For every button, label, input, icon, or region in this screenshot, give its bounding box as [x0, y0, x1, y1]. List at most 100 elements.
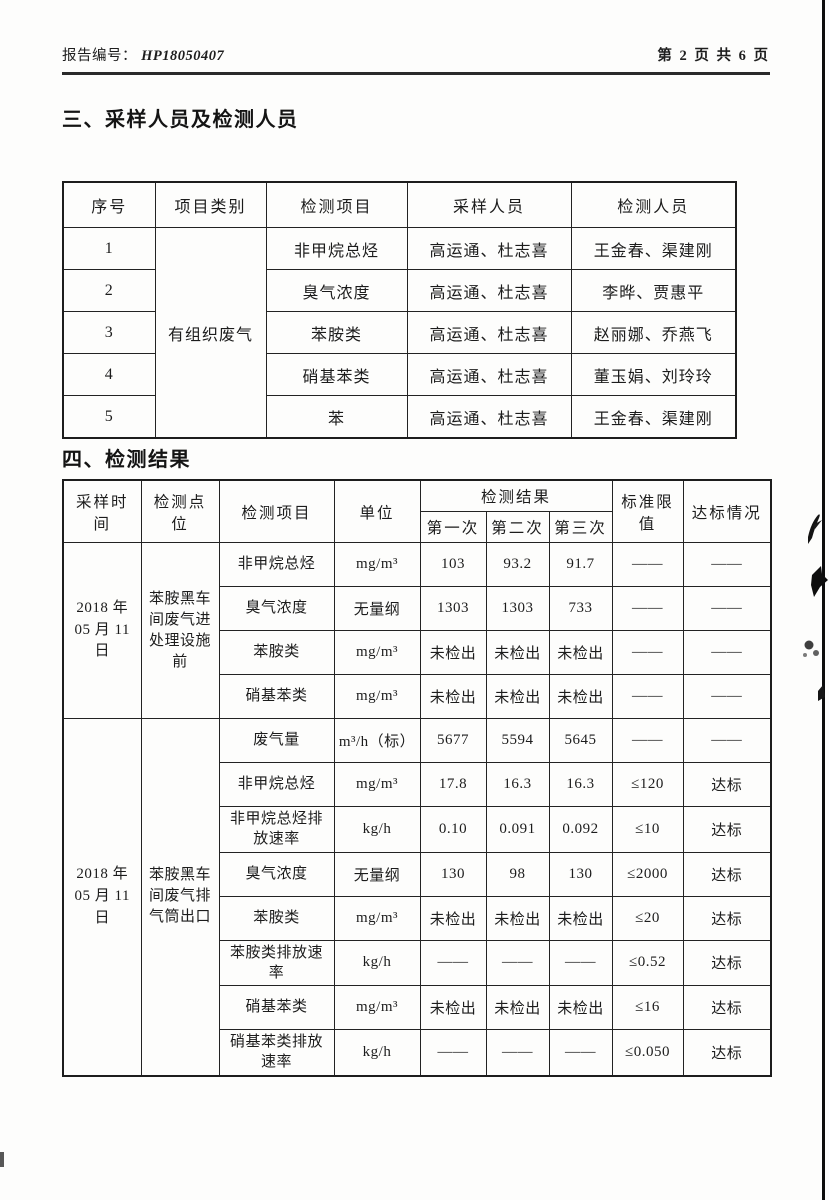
result1-cell: 5677	[419, 718, 487, 763]
testers-cell: 王金春、渠建刚	[570, 395, 737, 439]
personnel-table: 序号 项目类别 检测项目 采样人员 检测人员 1 有组织废气 非甲烷总烃 高运通…	[62, 181, 737, 439]
status-cell: ——	[682, 542, 772, 587]
result1-cell: 未检出	[419, 985, 487, 1030]
result1-cell: 103	[419, 542, 487, 587]
samplers-cell: 高运通、杜志喜	[406, 353, 572, 396]
item-cell: 硝基苯类	[265, 353, 408, 396]
item-cell: 臭气浓度	[218, 586, 335, 631]
col-header-category: 项目类别	[154, 181, 267, 228]
unit-cell: mg/m³	[333, 674, 421, 719]
unit-cell: 无量纲	[333, 586, 421, 631]
result2-cell: 93.2	[485, 542, 550, 587]
result3-cell: 未检出	[548, 895, 613, 941]
category-cell: 有组织废气	[154, 227, 267, 439]
status-cell: 达标	[682, 1029, 772, 1076]
result2-cell: 98	[485, 851, 550, 897]
report-number-label: 报告编号：	[62, 48, 137, 64]
limit-cell: ≤0.52	[611, 939, 684, 986]
result2-cell: 1303	[485, 586, 550, 631]
col-header-third: 第三次	[548, 511, 613, 543]
col-header-second: 第二次	[485, 511, 550, 543]
table-row: 4 硝基苯类 高运通、杜志喜 董玉娟、刘玲玲	[62, 353, 737, 396]
item-cell: 非甲烷总烃	[218, 542, 335, 587]
personnel-header-row: 序号 项目类别 检测项目 采样人员 检测人员	[62, 181, 737, 228]
item-cell: 苯胺类	[218, 895, 335, 941]
samplers-cell: 高运通、杜志喜	[406, 395, 572, 439]
result2-cell: 未检出	[485, 985, 550, 1030]
testers-cell: 赵丽娜、乔燕飞	[570, 311, 737, 354]
row-no: 1	[62, 227, 156, 270]
result1-cell: ——	[419, 1029, 487, 1076]
col-header-first: 第一次	[419, 511, 487, 543]
result3-cell: 未检出	[548, 674, 613, 719]
section3-title: 三、采样人员及检测人员	[62, 109, 299, 131]
limit-cell: ≤10	[611, 806, 684, 853]
item-cell: 非甲烷总烃排放速率	[218, 806, 335, 853]
col-header-no: 序号	[62, 181, 156, 228]
status-cell: 达标	[682, 895, 772, 941]
table-row: 2018 年 05 月 11 日 苯胺黑车间废气排气筒出口 废气量 m³/h（标…	[62, 718, 772, 1076]
item-cell: 臭气浓度	[218, 851, 335, 897]
page-indicator: 第 2 页 共 6 页	[657, 48, 770, 64]
result2-cell: 0.091	[485, 806, 550, 853]
result1-cell: 0.10	[419, 806, 487, 853]
unit-cell: kg/h	[333, 806, 421, 853]
result3-cell: 0.092	[548, 806, 613, 853]
row-no: 2	[62, 269, 156, 312]
result1-cell: 未检出	[419, 630, 487, 675]
item-cell: 臭气浓度	[265, 269, 408, 312]
item-cell: 非甲烷总烃	[265, 227, 408, 270]
limit-cell: ≤0.050	[611, 1029, 684, 1076]
result2-cell: ——	[485, 939, 550, 986]
result1-cell: ——	[419, 939, 487, 986]
result3-cell: 未检出	[548, 630, 613, 675]
table-row: 5 苯 高运通、杜志喜 王金春、渠建刚	[62, 395, 737, 439]
item-cell: 苯	[265, 395, 408, 439]
table-row: 1 有组织废气 非甲烷总烃 高运通、杜志喜 王金春、渠建刚	[62, 227, 737, 439]
table-row: 臭气浓度 无量纲 130 98 130 ≤2000 达标	[63, 851, 772, 897]
unit-cell: mg/m³	[333, 895, 421, 941]
result1-cell: 1303	[419, 586, 487, 631]
result1-cell: 未检出	[419, 674, 487, 719]
limit-cell: ——	[611, 630, 684, 675]
results-header-row-2: 第一次 第二次 第三次	[63, 511, 771, 543]
item-cell: 硝基苯类	[218, 985, 335, 1030]
testers-cell: 王金春、渠建刚	[570, 227, 737, 270]
report-number: 报告编号： HP18050407	[62, 44, 224, 65]
section4-title: 四、检测结果	[62, 449, 191, 471]
result1-cell: 130	[419, 851, 487, 897]
result1-cell: 未检出	[419, 895, 487, 941]
col-header-unit: 单位	[333, 479, 421, 543]
status-cell: 达标	[682, 762, 772, 807]
result1-cell: 17.8	[419, 762, 487, 807]
col-header-samplers: 采样人员	[406, 181, 572, 228]
result3-cell: ——	[548, 939, 613, 986]
unit-cell: m³/h（标）	[333, 718, 421, 763]
row-no: 3	[62, 311, 156, 354]
unit-cell: mg/m³	[333, 630, 421, 675]
location-cell: 苯胺黑车间废气进处理设施前	[140, 542, 220, 719]
limit-cell: ——	[611, 674, 684, 719]
status-cell: ——	[682, 674, 772, 719]
limit-cell: ——	[611, 718, 684, 763]
status-cell: ——	[682, 630, 772, 675]
table-row: 苯胺类 mg/m³ 未检出 未检出 未检出 —— ——	[63, 630, 772, 675]
unit-cell: mg/m³	[333, 985, 421, 1030]
table-row: 非甲烷总烃 mg/m³ 17.8 16.3 16.3 ≤120 达标	[63, 762, 772, 807]
item-cell: 硝基苯类排放速率	[218, 1029, 335, 1076]
result2-cell: 5594	[485, 718, 550, 763]
samplers-cell: 高运通、杜志喜	[406, 269, 572, 312]
col-header-time: 采样时间	[62, 479, 142, 543]
table-row: 2018 年 05 月 11 日 苯胺黑车间废气进处理设施前 非甲烷总烃 mg/…	[62, 542, 772, 719]
item-cell: 苯胺类	[265, 311, 408, 354]
results-header-row-1: 采样时间 检测点位 检测项目 单位 检测结果 标准限值 达标情况	[62, 479, 772, 543]
table-row: 硝基苯类排放速率 kg/h —— —— —— ≤0.050 达标	[63, 1029, 772, 1076]
item-cell: 苯胺类	[218, 630, 335, 675]
scan-corner-tick	[0, 1152, 4, 1167]
location-cell: 苯胺黑车间废气排气筒出口	[140, 718, 220, 1076]
testers-cell: 李晔、贾惠平	[570, 269, 737, 312]
doc-header: 报告编号： HP18050407 第 2 页 共 6 页	[62, 44, 770, 75]
status-cell: 达标	[682, 806, 772, 853]
status-cell: 达标	[682, 939, 772, 986]
table-row: 3 苯胺类 高运通、杜志喜 赵丽娜、乔燕飞	[62, 311, 737, 354]
